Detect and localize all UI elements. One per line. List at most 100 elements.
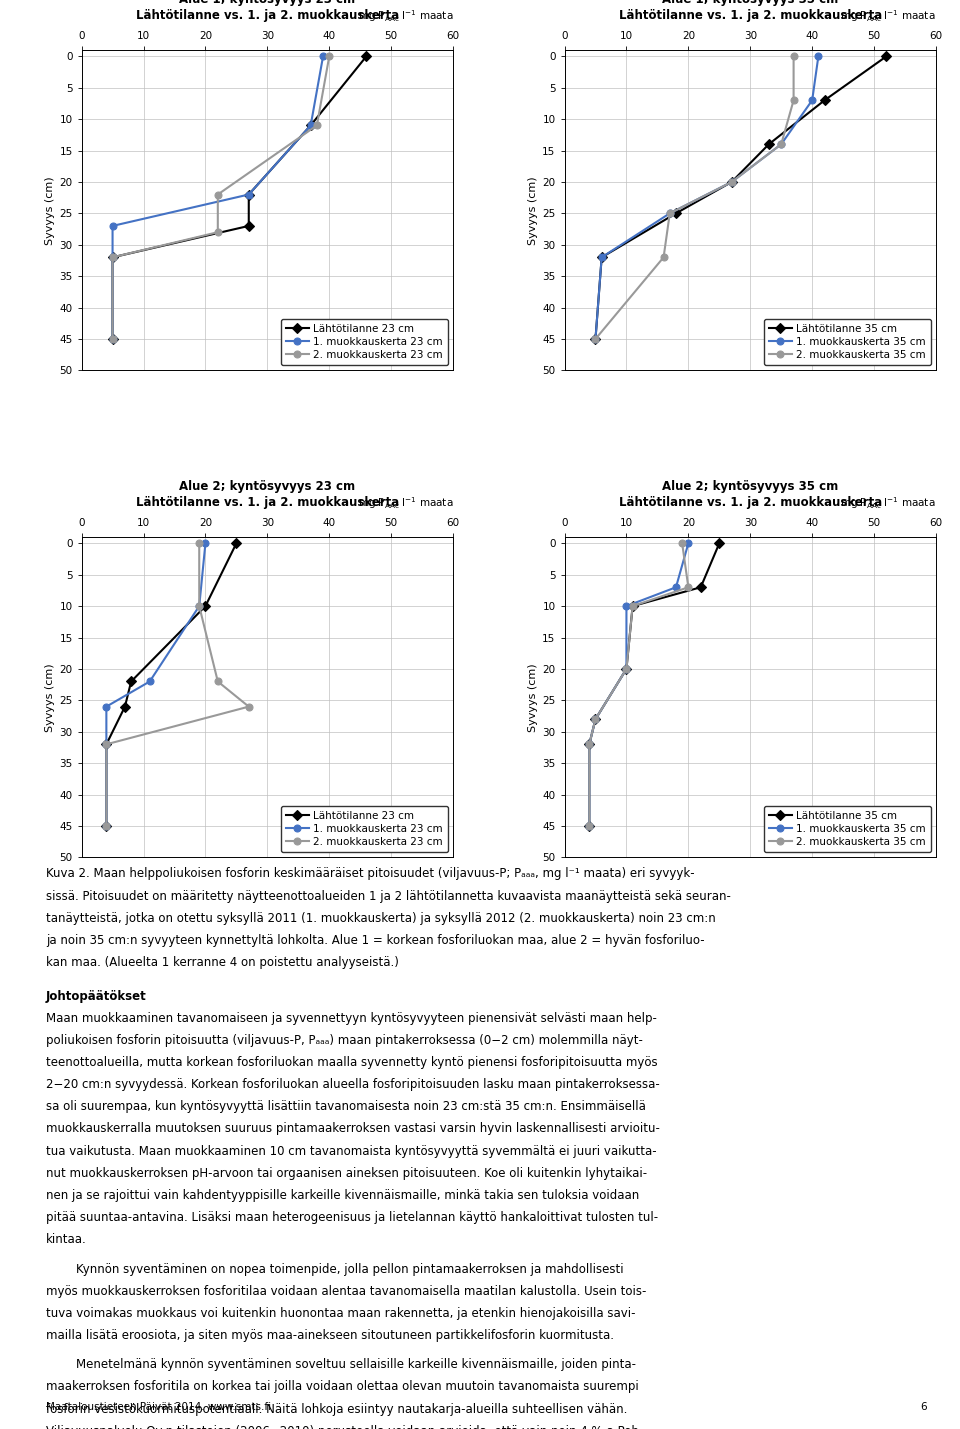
2. muokkauskerta 23 cm [101, 817, 112, 835]
2. muokkauskerta 23 cm [243, 697, 254, 714]
2. muokkauskerta 35 cm [589, 330, 601, 347]
2. muokkauskerta 23 cm [101, 736, 112, 753]
1. muokkauskerta 23 cm [200, 534, 211, 552]
Line: Lähtötilanne 23 cm: Lähtötilanne 23 cm [103, 540, 240, 829]
Lähtötilanne 23 cm [243, 217, 254, 234]
Text: teenottoalueilla, mutta korkean fosforiluokan maalla syvennetty kyntö pienensi f: teenottoalueilla, mutta korkean fosforil… [46, 1056, 658, 1069]
2. muokkauskerta 35 cm [658, 249, 669, 266]
Text: poliukoisen fosforin pitoisuutta (viljavuus-P, Pₐₐₐ) maan pintakerroksessa (0−2 : poliukoisen fosforin pitoisuutta (viljav… [46, 1035, 643, 1047]
1. muokkauskerta 23 cm [101, 697, 112, 714]
2. muokkauskerta 23 cm [311, 117, 323, 134]
Y-axis label: Syvyys (cm): Syvyys (cm) [528, 176, 538, 244]
Text: ja noin 35 cm:n syvyyteen kynnettyltä lohkolta. Alue 1 = korkean fosforiluokan m: ja noin 35 cm:n syvyyteen kynnettyltä lo… [46, 935, 705, 947]
Text: Maan muokkaaminen tavanomaiseen ja syvennettyyn kyntösyvyyteen pienensivät selvä: Maan muokkaaminen tavanomaiseen ja syven… [46, 1012, 657, 1025]
Text: tua vaikutusta. Maan muokkaaminen 10 cm tavanomaista kyntösyvyyttä syvemmältä ei: tua vaikutusta. Maan muokkaaminen 10 cm … [46, 1145, 657, 1157]
1. muokkauskerta 23 cm [305, 117, 317, 134]
1. muokkauskerta 35 cm [683, 534, 694, 552]
Text: Menetelmänä kynnön syventäminen soveltuu sellaisille karkeille kivennäismaille, : Menetelmänä kynnön syventäminen soveltuu… [46, 1359, 636, 1372]
1. muokkauskerta 23 cm [318, 47, 329, 64]
Text: mg P$_{\mathregular{AAc}}$ l$^{-1}$ maata: mg P$_{\mathregular{AAc}}$ l$^{-1}$ maat… [840, 496, 936, 512]
Lähtötilanne 23 cm [101, 736, 112, 753]
Text: kintaa.: kintaa. [46, 1233, 86, 1246]
Lähtötilanne 35 cm [726, 173, 737, 190]
Lähtötilanne 23 cm [230, 534, 242, 552]
Line: 2. muokkauskerta 35 cm: 2. muokkauskerta 35 cm [586, 540, 692, 829]
Lähtötilanne 35 cm [596, 249, 608, 266]
1. muokkauskerta 23 cm [107, 249, 118, 266]
1. muokkauskerta 23 cm [144, 673, 156, 690]
Text: sissä. Pitoisuudet on määritetty näytteenottoalueiden 1 ja 2 lähtötilannetta kuv: sissä. Pitoisuudet on määritetty näyttee… [46, 889, 731, 903]
Lähtötilanne 35 cm [763, 136, 775, 153]
Lähtötilanne 35 cm [584, 817, 595, 835]
Text: mg P$_{\mathregular{AAc}}$ l$^{-1}$ maata: mg P$_{\mathregular{AAc}}$ l$^{-1}$ maat… [357, 496, 453, 512]
2. muokkauskerta 35 cm [627, 597, 638, 614]
Text: 2−20 cm:n syvyydessä. Korkean fosforiluokan alueella fosforipitoisuuden lasku ma: 2−20 cm:n syvyydessä. Korkean fosforiluo… [46, 1079, 660, 1092]
Text: mg P$_{\mathregular{AAc}}$ l$^{-1}$ maata: mg P$_{\mathregular{AAc}}$ l$^{-1}$ maat… [357, 9, 453, 24]
1. muokkauskerta 35 cm [584, 736, 595, 753]
Line: 1. muokkauskerta 23 cm: 1. muokkauskerta 23 cm [109, 53, 326, 343]
Lähtötilanne 23 cm [361, 47, 372, 64]
1. muokkauskerta 35 cm [621, 660, 633, 677]
Legend: Lähtötilanne 23 cm, 1. muokkauskerta 23 cm, 2. muokkauskerta 23 cm: Lähtötilanne 23 cm, 1. muokkauskerta 23 … [280, 319, 448, 366]
Lähtötilanne 23 cm [119, 697, 131, 714]
Lähtötilanne 35 cm [670, 204, 682, 221]
Lähtötilanne 35 cm [584, 736, 595, 753]
Line: 1. muokkauskerta 23 cm: 1. muokkauskerta 23 cm [103, 540, 209, 829]
1. muokkauskerta 35 cm [812, 47, 824, 64]
1. muokkauskerta 35 cm [584, 817, 595, 835]
Line: 2. muokkauskerta 23 cm: 2. muokkauskerta 23 cm [103, 540, 252, 829]
Lähtötilanne 23 cm [107, 330, 118, 347]
1. muokkauskerta 35 cm [596, 249, 608, 266]
Text: Johtopäätökset: Johtopäätökset [46, 990, 147, 1003]
Line: 1. muokkauskerta 35 cm: 1. muokkauskerta 35 cm [592, 53, 822, 343]
Text: Maataloustieteen Päivät 2014. www.smts.fi: Maataloustieteen Päivät 2014. www.smts.f… [46, 1402, 272, 1412]
1. muokkauskerta 35 cm [726, 173, 737, 190]
2. muokkauskerta 35 cm [664, 204, 676, 221]
Text: pitää suuntaa-antavina. Lisäksi maan heterogeenisuus ja lietelannan käyttö hanka: pitää suuntaa-antavina. Lisäksi maan het… [46, 1212, 659, 1225]
2. muokkauskerta 23 cm [212, 673, 224, 690]
2. muokkauskerta 35 cm [788, 47, 800, 64]
2. muokkauskerta 35 cm [621, 660, 633, 677]
Line: 1. muokkauskerta 35 cm: 1. muokkauskerta 35 cm [586, 540, 692, 829]
1. muokkauskerta 23 cm [107, 330, 118, 347]
1. muokkauskerta 35 cm [621, 597, 633, 614]
2. muokkauskerta 35 cm [584, 817, 595, 835]
Lähtötilanne 35 cm [819, 91, 830, 109]
Legend: Lähtötilanne 23 cm, 1. muokkauskerta 23 cm, 2. muokkauskerta 23 cm: Lähtötilanne 23 cm, 1. muokkauskerta 23 … [280, 806, 448, 852]
Text: myös muokkauskerroksen fosforitilaa voidaan alentaa tavanomaisella maatilan kalu: myös muokkauskerroksen fosforitilaa void… [46, 1285, 646, 1298]
Title: Alue 2; kyntösyvyys 23 cm
Lähtötilanne vs. 1. ja 2. muokkauskerta: Alue 2; kyntösyvyys 23 cm Lähtötilanne v… [135, 480, 399, 510]
Lähtötilanne 35 cm [880, 47, 892, 64]
Text: nen ja se rajoittui vain kahdentyyppisille karkeille kivennäismaille, minkä taki: nen ja se rajoittui vain kahdentyyppisil… [46, 1189, 639, 1202]
Text: sa oli suurempaa, kun kyntösyvyyttä lisättiin tavanomaisesta noin 23 cm:stä 35 c: sa oli suurempaa, kun kyntösyvyyttä lisä… [46, 1100, 646, 1113]
2. muokkauskerta 23 cm [324, 47, 335, 64]
Text: mg P$_{\mathregular{AAc}}$ l$^{-1}$ maata: mg P$_{\mathregular{AAc}}$ l$^{-1}$ maat… [840, 9, 936, 24]
1. muokkauskerta 35 cm [806, 91, 818, 109]
Text: kan maa. (Alueelta 1 kerranne 4 on poistettu analyyseistä.): kan maa. (Alueelta 1 kerranne 4 on poist… [46, 956, 399, 969]
2. muokkauskerta 35 cm [776, 136, 787, 153]
Text: Kynnön syventäminen on nopea toimenpide, jolla pellon pintamaakerroksen ja mahdo: Kynnön syventäminen on nopea toimenpide,… [46, 1263, 624, 1276]
Line: Lähtötilanne 35 cm: Lähtötilanne 35 cm [592, 53, 890, 343]
Text: fosforin vesistökuormituspotentiaali. Näitä lohkoja esiintyy nautakarja-alueilla: fosforin vesistökuormituspotentiaali. Nä… [46, 1403, 628, 1416]
Text: Kuva 2. Maan helppoliukoisen fosforin keskimääräiset pitoisuudet (viljavuus-P; P: Kuva 2. Maan helppoliukoisen fosforin ke… [46, 867, 695, 880]
1. muokkauskerta 23 cm [243, 186, 254, 203]
Legend: Lähtötilanne 35 cm, 1. muokkauskerta 35 cm, 2. muokkauskerta 35 cm: Lähtötilanne 35 cm, 1. muokkauskerta 35 … [763, 319, 931, 366]
2. muokkauskerta 35 cm [584, 736, 595, 753]
Legend: Lähtötilanne 35 cm, 1. muokkauskerta 35 cm, 2. muokkauskerta 35 cm: Lähtötilanne 35 cm, 1. muokkauskerta 35 … [763, 806, 931, 852]
2. muokkauskerta 23 cm [212, 223, 224, 240]
Lähtötilanne 23 cm [101, 817, 112, 835]
2. muokkauskerta 23 cm [107, 249, 118, 266]
2. muokkauskerta 23 cm [212, 186, 224, 203]
Text: mailla lisätä eroosiota, ja siten myös maa-ainekseen sitoutuneen partikkelifosfo: mailla lisätä eroosiota, ja siten myös m… [46, 1329, 614, 1342]
Text: Viljavuuspalvelu Oy:n tilastojen (2006−2010) perusteella voidaan arvioida, että : Viljavuuspalvelu Oy:n tilastojen (2006−2… [46, 1425, 643, 1429]
Lähtötilanne 35 cm [695, 579, 707, 596]
Y-axis label: Syvyys (cm): Syvyys (cm) [45, 663, 55, 732]
Text: maakerroksen fosforitila on korkea tai joilla voidaan olettaa olevan muutoin tav: maakerroksen fosforitila on korkea tai j… [46, 1380, 638, 1393]
Text: muokkauskerralla muutoksen suuruus pintamaakerroksen vastasi varsin hyvin lasken: muokkauskerralla muutoksen suuruus pinta… [46, 1123, 660, 1136]
1. muokkauskerta 23 cm [107, 217, 118, 234]
2. muokkauskerta 35 cm [589, 710, 601, 727]
Text: tuva voimakas muokkaus voi kuitenkin huonontaa maan rakennetta, ja etenkin hieno: tuva voimakas muokkaus voi kuitenkin huo… [46, 1308, 636, 1320]
Y-axis label: Syvyys (cm): Syvyys (cm) [528, 663, 538, 732]
Line: Lähtötilanne 35 cm: Lähtötilanne 35 cm [586, 540, 723, 829]
Title: Alue 1; kyntösyvyys 35 cm
Lähtötilanne vs. 1. ja 2. muokkauskerta: Alue 1; kyntösyvyys 35 cm Lähtötilanne v… [618, 0, 882, 23]
2. muokkauskerta 35 cm [788, 91, 800, 109]
